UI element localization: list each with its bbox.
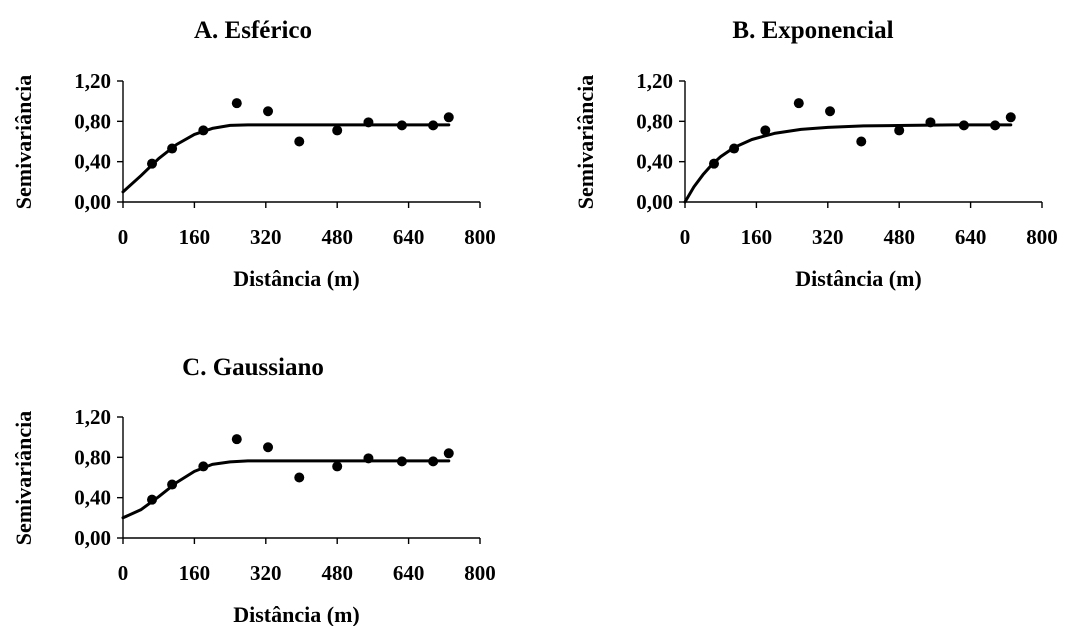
data-point bbox=[990, 120, 1001, 131]
y-axis-title: Semivariância bbox=[11, 75, 36, 209]
x-tick-label: 640 bbox=[393, 561, 425, 585]
model-curve bbox=[683, 123, 1013, 204]
data-point bbox=[147, 158, 158, 169]
data-point bbox=[147, 494, 158, 505]
data-point bbox=[231, 434, 242, 445]
data-point bbox=[443, 112, 454, 123]
data-point bbox=[443, 448, 454, 459]
chart-panel-2: C. Gaussiano 0 160 320 480 640 800 0,00 0,40 0,80… bbox=[11, 354, 496, 626]
x-tick-label: 0 bbox=[118, 225, 129, 249]
x-tick-label: 480 bbox=[883, 225, 915, 249]
chart-panel-1: B. Exponencial 0 160 320 480 640 800 0,00 0,40 0,… bbox=[573, 17, 1058, 291]
x-tick-label: 480 bbox=[321, 561, 353, 585]
data-point bbox=[167, 479, 178, 490]
y-tick-label: 0,00 bbox=[74, 526, 111, 550]
x-tick-label: 320 bbox=[250, 225, 282, 249]
x-tick-label: 640 bbox=[955, 225, 987, 249]
y-tick-label: 0,40 bbox=[74, 486, 111, 510]
y-tick-label: 1,20 bbox=[636, 69, 673, 93]
data-point bbox=[925, 117, 936, 128]
chart-title: C. Gaussiano bbox=[182, 354, 324, 381]
data-point bbox=[396, 120, 407, 131]
data-point bbox=[263, 442, 274, 453]
y-tick-label: 1,20 bbox=[74, 69, 111, 93]
data-point bbox=[729, 143, 740, 154]
data-point bbox=[363, 117, 374, 128]
x-tick-label: 0 bbox=[118, 561, 129, 585]
x-tick-label: 800 bbox=[464, 225, 496, 249]
y-tick-label: 0,80 bbox=[636, 109, 673, 133]
x-tick-label: 160 bbox=[179, 561, 211, 585]
x-tick-label: 640 bbox=[393, 225, 425, 249]
data-point bbox=[198, 461, 209, 472]
data-point bbox=[1005, 112, 1016, 123]
x-tick-label: 0 bbox=[680, 225, 691, 249]
x-tick-label: 320 bbox=[250, 561, 282, 585]
x-axis-title: Distância (m) bbox=[795, 266, 921, 291]
x-axis-title: Distância (m) bbox=[233, 602, 359, 626]
data-point bbox=[428, 456, 439, 467]
y-tick-label: 1,20 bbox=[74, 405, 111, 429]
x-tick-label: 800 bbox=[1026, 225, 1058, 249]
data-point bbox=[363, 453, 374, 464]
data-point bbox=[958, 120, 969, 131]
chart-panel-0: A. Esférico 0 160 320 480 640 800 0,00 0,40 0,80 1… bbox=[11, 17, 496, 291]
x-tick-label: 800 bbox=[464, 561, 496, 585]
data-point bbox=[332, 125, 343, 136]
data-point bbox=[198, 125, 209, 136]
x-tick-label: 320 bbox=[812, 225, 844, 249]
data-point bbox=[428, 120, 439, 131]
y-tick-label: 0,00 bbox=[636, 190, 673, 214]
data-point bbox=[709, 158, 720, 169]
y-axis-title: Semivariância bbox=[573, 75, 598, 209]
y-tick-label: 0,40 bbox=[74, 150, 111, 174]
data-point bbox=[894, 125, 905, 136]
data-point bbox=[396, 456, 407, 467]
y-tick-label: 0,80 bbox=[74, 109, 111, 133]
y-axis-title: Semivariância bbox=[11, 411, 36, 545]
x-tick-label: 160 bbox=[179, 225, 211, 249]
x-tick-label: 480 bbox=[321, 225, 353, 249]
y-tick-label: 0,40 bbox=[636, 150, 673, 174]
data-point bbox=[263, 106, 274, 117]
chart-title: B. Exponencial bbox=[732, 17, 893, 44]
data-point bbox=[760, 125, 771, 136]
data-point bbox=[167, 143, 178, 154]
data-point bbox=[856, 136, 867, 147]
model-curve bbox=[121, 123, 451, 194]
data-point bbox=[294, 136, 305, 147]
y-tick-label: 0,00 bbox=[74, 190, 111, 214]
data-point bbox=[825, 106, 836, 117]
x-tick-label: 160 bbox=[741, 225, 773, 249]
data-point bbox=[332, 461, 343, 472]
data-point bbox=[793, 98, 804, 109]
model-curve bbox=[121, 459, 451, 520]
data-point bbox=[294, 472, 305, 483]
x-axis-title: Distância (m) bbox=[233, 266, 359, 291]
chart-title: A. Esférico bbox=[194, 17, 312, 44]
data-point bbox=[231, 98, 242, 109]
y-tick-label: 0,80 bbox=[74, 445, 111, 469]
